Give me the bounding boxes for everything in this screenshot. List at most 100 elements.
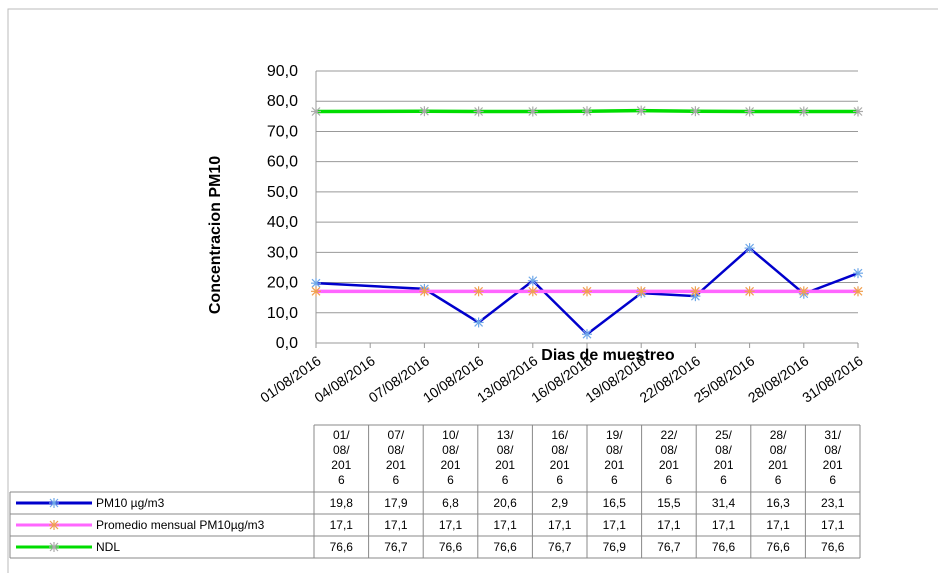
table-header: 28/08/2016 — [768, 428, 789, 487]
marker — [582, 329, 592, 340]
marker — [527, 275, 538, 286]
y-tick-label: 0,0 — [276, 335, 298, 352]
marker-stroke — [690, 106, 700, 116]
y-tick-label: 10,0 — [267, 305, 298, 322]
marker-stroke — [474, 318, 484, 327]
marker-stroke — [582, 329, 592, 339]
table-cell: 76,6 — [766, 540, 790, 554]
marker — [636, 286, 647, 297]
marker — [853, 268, 863, 279]
marker-stroke — [636, 106, 646, 116]
marker — [636, 105, 647, 116]
marker-stroke — [474, 107, 484, 116]
marker-stroke — [528, 286, 538, 296]
marker-stroke — [853, 268, 863, 278]
table-cell: 17,9 — [384, 496, 408, 510]
table-header: 10/08/2016 — [440, 428, 461, 487]
series-line — [315, 246, 859, 336]
table-cell: 17,1 — [821, 518, 845, 532]
marker — [311, 286, 321, 297]
marker-stroke — [853, 107, 863, 116]
table-cell: 17,1 — [766, 518, 790, 532]
y-tick-label: 50,0 — [267, 184, 298, 201]
marker-stroke — [745, 243, 755, 253]
table-cell: 17,1 — [330, 518, 354, 532]
table-header: 22/08/2016 — [658, 428, 679, 487]
table-header: 16/08/2016 — [549, 428, 570, 487]
marker-stroke — [528, 276, 538, 286]
marker — [853, 286, 863, 297]
marker — [582, 286, 592, 297]
table-cell: 19,8 — [330, 496, 354, 510]
marker-stroke — [49, 520, 59, 530]
table-cell: 76,6 — [439, 540, 463, 554]
x-tick-label: 31/08/2016 — [799, 352, 866, 405]
table-cell: 76,7 — [384, 540, 408, 554]
table-header: 01/08/2016 — [331, 428, 352, 487]
table-cell: 76,9 — [603, 540, 627, 554]
table-header: 25/08/2016 — [713, 428, 734, 487]
legend-label: PM10 µg/m3 — [96, 496, 165, 510]
table-cell: 76,7 — [657, 540, 681, 554]
y-tick-label: 90,0 — [267, 63, 298, 80]
marker — [744, 243, 755, 254]
table-cell: 16,5 — [603, 496, 627, 510]
marker-stroke — [311, 286, 321, 296]
table-cell: 17,1 — [603, 518, 627, 532]
table-cell: 16,3 — [766, 496, 790, 510]
marker — [311, 106, 321, 117]
marker-stroke — [311, 107, 321, 116]
table-cell: 2,9 — [551, 496, 568, 510]
marker-stroke — [419, 286, 429, 296]
x-axis-title: Dias de muestreo — [541, 347, 675, 364]
marker-stroke — [49, 542, 59, 552]
y-tick-label: 60,0 — [267, 154, 298, 171]
y-tick-label: 30,0 — [267, 244, 298, 261]
marker — [419, 106, 430, 117]
marker — [798, 286, 809, 297]
marker-stroke — [311, 278, 321, 288]
marker-stroke — [528, 107, 538, 116]
table-cell: 76,7 — [548, 540, 572, 554]
table-cell: 17,1 — [493, 518, 517, 532]
marker — [582, 106, 592, 117]
marker-stroke — [745, 286, 755, 296]
marker — [744, 286, 755, 297]
table-header: 19/08/2016 — [604, 428, 625, 487]
table-header: 07/08/2016 — [385, 428, 406, 487]
marker-stroke — [799, 286, 809, 296]
marker-stroke — [745, 107, 755, 116]
frame — [7, 8, 938, 573]
marker — [744, 106, 755, 117]
y-axis-title: Concentracion PM10 — [207, 156, 224, 314]
marker-stroke — [690, 286, 700, 296]
table-header: 13/08/2016 — [495, 428, 516, 487]
table-cell: 76,6 — [493, 540, 517, 554]
table-cell: 17,1 — [548, 518, 572, 532]
marker-stroke — [474, 286, 484, 296]
marker — [473, 286, 484, 297]
table-cell: 17,1 — [712, 518, 736, 532]
table-cell: 76,6 — [330, 540, 354, 554]
table-cell: 20,6 — [493, 496, 517, 510]
y-tick-label: 20,0 — [267, 275, 298, 292]
marker-stroke — [799, 107, 809, 116]
table-cell: 15,5 — [657, 496, 681, 510]
marker-stroke — [582, 106, 592, 116]
marker — [798, 106, 809, 117]
legend-marker — [49, 520, 59, 530]
marker — [853, 106, 863, 117]
legend-label: NDL — [96, 540, 120, 554]
table-cell: 76,6 — [821, 540, 845, 554]
table-cell: 76,6 — [712, 540, 736, 554]
marker — [311, 278, 321, 289]
marker — [527, 286, 538, 297]
table-cell: 17,1 — [384, 518, 408, 532]
table-header: 31/08/2016 — [822, 428, 843, 487]
legend-marker — [49, 542, 59, 552]
table-cell: 17,1 — [439, 518, 463, 532]
marker-stroke — [582, 286, 592, 296]
marker — [473, 106, 484, 117]
